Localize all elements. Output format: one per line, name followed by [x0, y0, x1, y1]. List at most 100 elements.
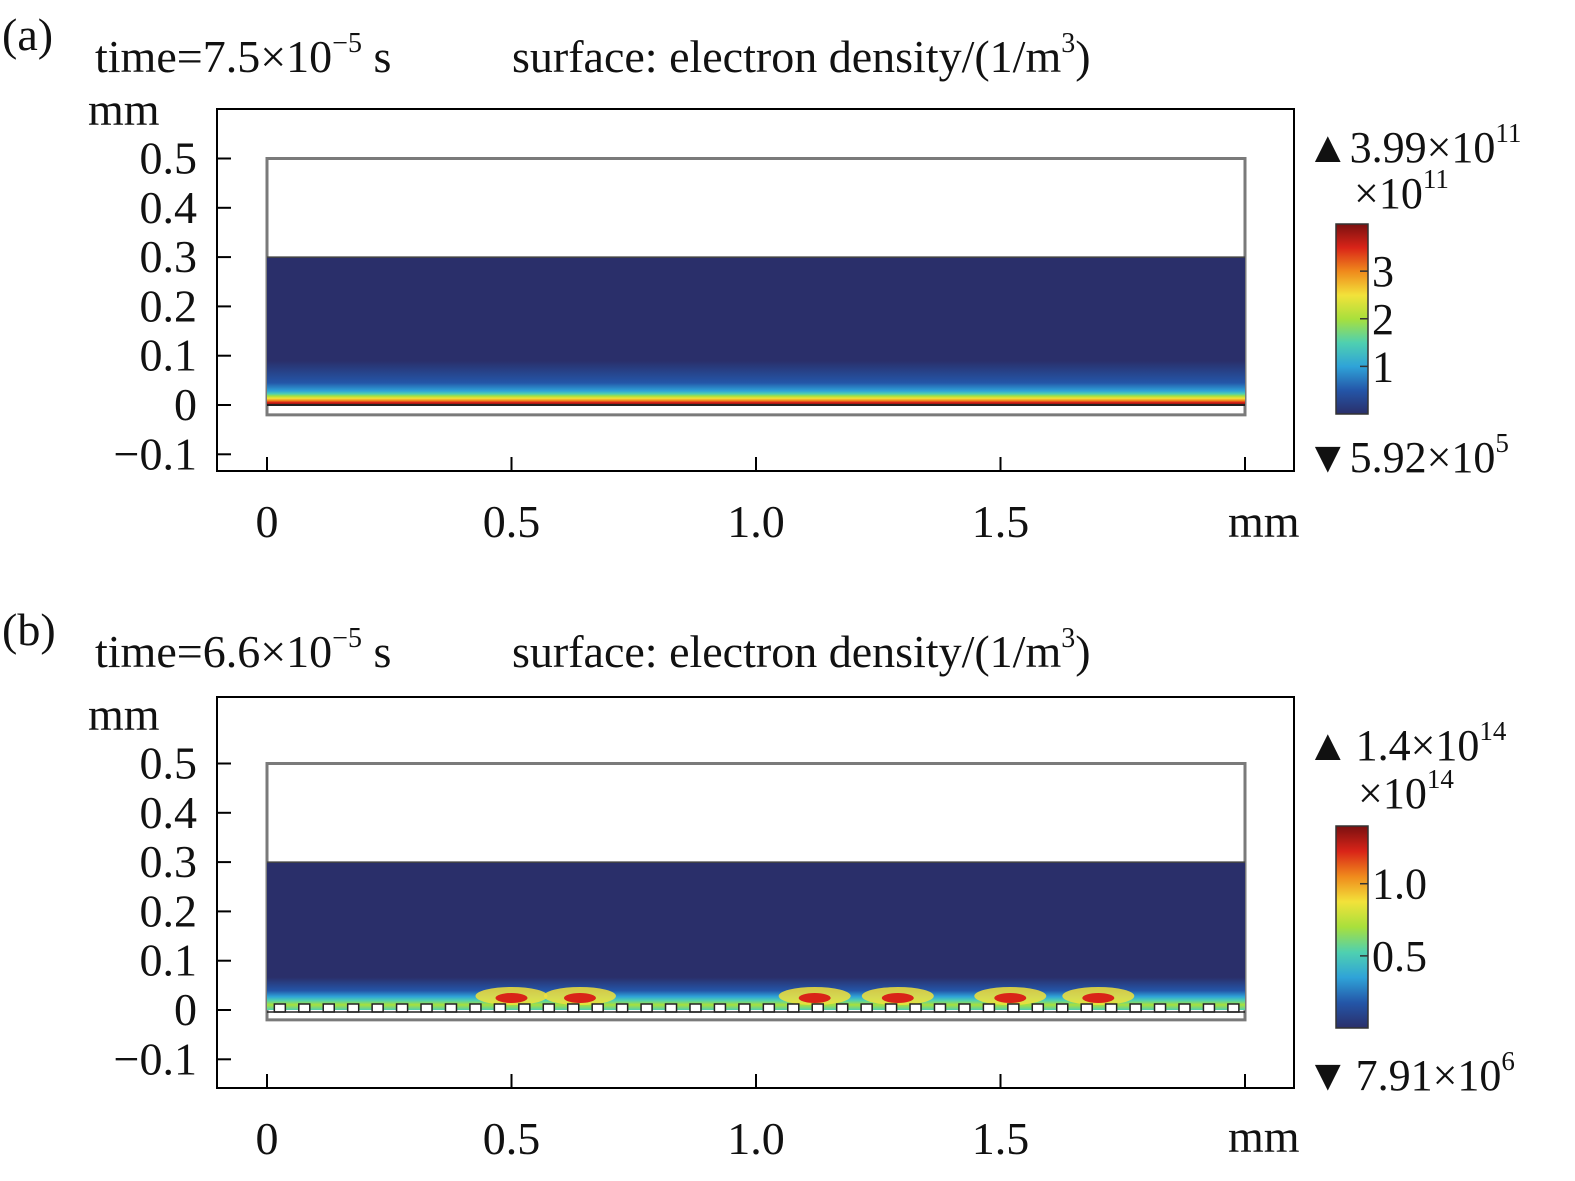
colorbar-b: ▲ 1.4×1014 ×1014 1.00.5 ▼ 7.91×106	[1306, 716, 1515, 1100]
surface-groove	[1227, 1003, 1240, 1013]
surface-groove	[346, 1003, 360, 1013]
colorbar-tick-label: 0.5	[1372, 932, 1427, 981]
surface-groove	[713, 1003, 727, 1013]
x-tick-label: 1.5	[972, 496, 1030, 547]
surface-groove	[933, 1003, 947, 1013]
density-hotspot-core	[798, 993, 831, 1003]
surface-groove	[860, 1003, 873, 1013]
surface-groove	[664, 1003, 678, 1013]
panel-b: (b) time=6.6×10−5 s surface: electron de…	[2, 604, 1515, 1164]
colorbar-min-a: ▼5.92×105	[1306, 428, 1509, 482]
colorbar-gradient-b	[1335, 825, 1369, 1029]
surface-groove	[395, 1003, 409, 1013]
panel-a-title: time=7.5×10−5 s	[95, 28, 391, 82]
colorbar-ticks-a: 321	[1360, 247, 1394, 391]
surface-groove	[1080, 1003, 1093, 1013]
surface-groove	[958, 1003, 971, 1013]
surface-groove	[738, 1003, 751, 1013]
y-tick-label: 0	[174, 379, 197, 430]
y-tick-label: 0.3	[140, 231, 198, 282]
max-triangle-icon: ▲	[1306, 123, 1350, 172]
colorbar-scale-a: ×1011	[1354, 164, 1449, 218]
surface-groove	[542, 1003, 556, 1013]
surface-groove	[493, 1003, 507, 1013]
x-tick-label: 1.0	[727, 496, 785, 547]
colorbar-max-b: ▲ 1.4×1014	[1306, 716, 1507, 770]
x-tick-label: 1.0	[727, 1113, 785, 1164]
colorbar-tick-label: 3	[1372, 247, 1394, 296]
x-ticks-a: 0 0.5 1.0 1.5	[256, 457, 1246, 547]
min-triangle-icon: ▼	[1306, 1051, 1350, 1100]
colorbar-ticks-b: 1.00.5	[1360, 860, 1427, 981]
surface-groove	[1031, 1003, 1045, 1013]
y-axis-unit-b: mm	[88, 689, 160, 740]
colorbar-scale-b: ×1014	[1358, 764, 1454, 818]
x-axis-unit-a: mm	[1228, 496, 1300, 547]
y-tick-label: 0.5	[140, 133, 198, 184]
surface-groove	[591, 1003, 604, 1013]
y-tick-label: 0.4	[140, 787, 198, 838]
colorbar-max-a: ▲3.99×1011	[1306, 118, 1521, 172]
panel-b-title: time=6.6×10−5 s	[95, 623, 391, 677]
surface-groove	[835, 1003, 849, 1013]
plot-area-a	[216, 108, 1295, 472]
colorbar-tick-label: 1	[1372, 342, 1394, 391]
panel-label-a: (a)	[2, 9, 53, 60]
surface-groove	[518, 1003, 531, 1013]
y-ticks-a: 0.50.40.30.20.10−0.1	[114, 133, 231, 479]
electron-density-field	[267, 257, 1245, 405]
max-triangle-icon: ▲	[1306, 721, 1350, 770]
y-tick-label: 0.2	[140, 885, 198, 936]
surface-groove	[298, 1003, 311, 1013]
colorbar-tick-label: 1.0	[1372, 860, 1427, 909]
surface-groove	[1202, 1003, 1216, 1013]
surface-groove	[884, 1003, 898, 1013]
y-tick-label: 0.3	[140, 836, 198, 887]
x-tick-label: 0.5	[483, 496, 541, 547]
density-hotspot-core	[1082, 993, 1115, 1003]
panel-b-subtitle: surface: electron density/(1/m3)	[512, 623, 1091, 677]
surface-groove	[689, 1003, 702, 1013]
x-tick-label: 0.5	[483, 1113, 541, 1164]
surface-groove	[371, 1003, 384, 1013]
y-tick-label: 0.1	[140, 330, 198, 381]
plot-area-b	[216, 696, 1295, 1089]
electron-density-field	[267, 862, 1245, 1010]
x-ticks-b: 0 0.5 1.0 1.5	[256, 1074, 1246, 1164]
surface-groove	[787, 1003, 800, 1013]
surface-groove	[273, 1003, 287, 1013]
panel-a: (a) time=7.5×10−5 s surface: electron de…	[2, 9, 1521, 547]
colorbar-a: ▲3.99×1011 ×1011 321 ▼5.92×105	[1306, 118, 1521, 482]
density-hotspot-core	[994, 993, 1027, 1003]
x-tick-label: 1.5	[972, 1113, 1030, 1164]
panel-a-subtitle: surface: electron density/(1/m3)	[512, 28, 1091, 82]
surface-groove	[615, 1003, 629, 1013]
surface-groove	[444, 1003, 458, 1013]
surface-groove	[1055, 1003, 1069, 1013]
y-tick-label: −0.1	[114, 1033, 197, 1084]
surface-groove	[909, 1003, 922, 1013]
surface-groove	[469, 1003, 482, 1013]
y-tick-label: 0.2	[140, 280, 198, 331]
surface-groove	[322, 1003, 335, 1013]
y-tick-label: −0.1	[114, 428, 197, 479]
y-axis-unit-a: mm	[88, 84, 160, 135]
surface-groove	[640, 1003, 653, 1013]
surface-groove	[1007, 1003, 1020, 1013]
surface-groove	[1104, 1003, 1118, 1013]
y-tick-label: 0.4	[140, 182, 198, 233]
surface-groove	[982, 1003, 996, 1013]
y-ticks-b: 0.50.40.30.20.10−0.1	[114, 738, 231, 1084]
panel-label-b: (b)	[2, 604, 56, 655]
surface-groove	[420, 1003, 433, 1013]
y-tick-label: 0.1	[140, 935, 198, 986]
surface-groove	[1178, 1003, 1191, 1013]
surface-groove	[1129, 1003, 1142, 1013]
surface-groove	[811, 1003, 824, 1013]
x-tick-label: 0	[256, 1113, 279, 1164]
x-axis-unit-b: mm	[1228, 1111, 1300, 1162]
y-tick-label: 0.5	[140, 738, 198, 789]
colorbar-min-b: ▼ 7.91×106	[1306, 1046, 1515, 1100]
x-tick-label: 0	[256, 496, 279, 547]
